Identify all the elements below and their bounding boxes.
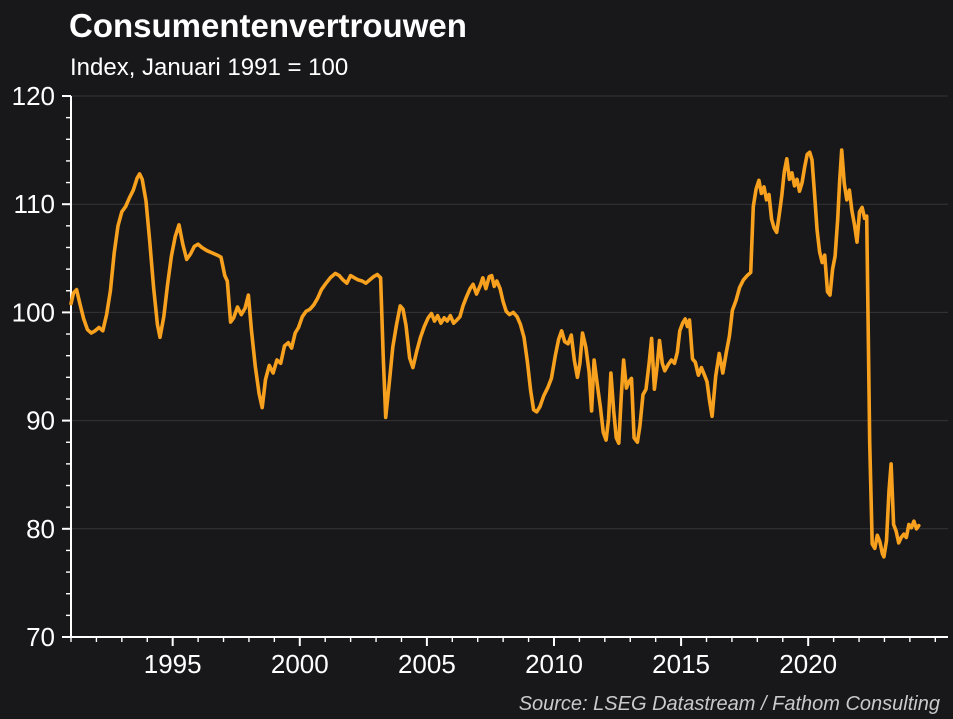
x-axis-label: 2005 bbox=[398, 649, 456, 679]
y-axis-label: 100 bbox=[12, 297, 55, 327]
y-axis-label: 110 bbox=[14, 189, 55, 219]
x-axis-label: 2010 bbox=[525, 649, 583, 679]
chart-subtitle: Index, Januari 1991 = 100 bbox=[70, 54, 349, 81]
y-axis-label: 70 bbox=[26, 622, 55, 652]
source-caption: Source: LSEG Datastream / Fathom Consult… bbox=[518, 693, 940, 715]
x-axis-label: 2015 bbox=[652, 649, 710, 679]
x-axis-label: 2000 bbox=[271, 649, 329, 679]
y-axis-label: 90 bbox=[26, 406, 55, 436]
y-axis-label: 120 bbox=[12, 81, 55, 111]
x-axis-label: 2020 bbox=[779, 649, 837, 679]
series-line bbox=[69, 148, 921, 559]
chart-title: Consumentenvertrouwen bbox=[69, 7, 467, 44]
x-axis-label: 1995 bbox=[144, 649, 202, 679]
y-axis-label: 80 bbox=[26, 514, 55, 544]
